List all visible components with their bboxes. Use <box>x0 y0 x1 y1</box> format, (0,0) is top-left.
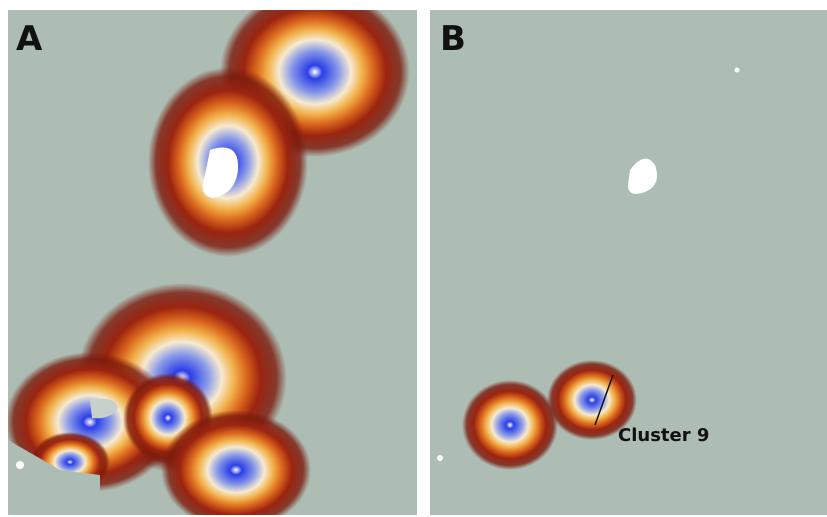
page: A B Cluster 9 (() => { const data = JSON… <box>0 0 827 517</box>
panel-label: B <box>440 19 466 59</box>
figure: A B Cluster 9 <box>0 0 827 517</box>
panel-b: B Cluster 9 <box>430 10 827 515</box>
panel-label: A <box>16 19 43 59</box>
panel-a: A <box>5 0 417 517</box>
annotation: Cluster 9 <box>618 425 709 446</box>
